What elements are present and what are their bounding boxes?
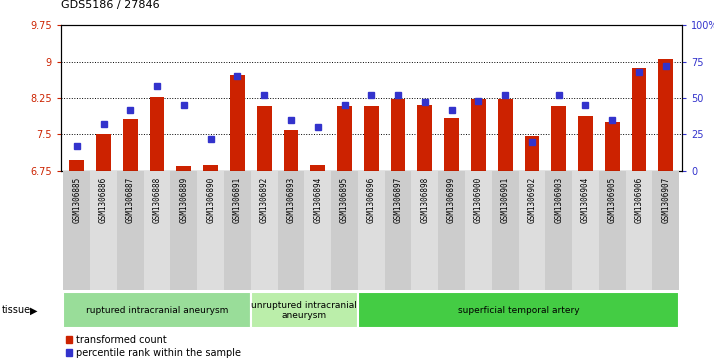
FancyBboxPatch shape xyxy=(438,171,465,290)
Text: GSM1306895: GSM1306895 xyxy=(340,176,349,223)
Bar xyxy=(203,165,218,171)
Text: GSM1306890: GSM1306890 xyxy=(206,176,215,223)
FancyBboxPatch shape xyxy=(599,171,625,290)
FancyBboxPatch shape xyxy=(385,171,411,290)
Legend: transformed count, percentile rank within the sample: transformed count, percentile rank withi… xyxy=(66,335,241,358)
Bar xyxy=(471,99,486,171)
FancyBboxPatch shape xyxy=(411,171,438,290)
Text: GSM1306892: GSM1306892 xyxy=(260,176,268,223)
Text: superficial temporal artery: superficial temporal artery xyxy=(458,306,579,315)
FancyBboxPatch shape xyxy=(251,171,278,290)
Text: GSM1306899: GSM1306899 xyxy=(447,176,456,223)
FancyBboxPatch shape xyxy=(358,171,385,290)
Text: GSM1306898: GSM1306898 xyxy=(421,176,429,223)
FancyBboxPatch shape xyxy=(304,171,331,290)
Bar xyxy=(230,75,245,171)
Bar xyxy=(498,99,513,171)
Text: GSM1306906: GSM1306906 xyxy=(635,176,643,223)
Text: GSM1306901: GSM1306901 xyxy=(501,176,510,223)
FancyBboxPatch shape xyxy=(465,171,492,290)
FancyBboxPatch shape xyxy=(518,171,545,290)
Text: GSM1306903: GSM1306903 xyxy=(554,176,563,223)
Bar xyxy=(150,97,164,171)
Text: GSM1306889: GSM1306889 xyxy=(179,176,188,223)
FancyBboxPatch shape xyxy=(251,293,358,328)
Bar xyxy=(176,166,191,171)
FancyBboxPatch shape xyxy=(625,171,653,290)
Bar xyxy=(311,165,325,171)
FancyBboxPatch shape xyxy=(545,171,572,290)
Text: ▶: ▶ xyxy=(30,305,38,315)
Bar xyxy=(69,160,84,171)
Bar xyxy=(658,59,673,171)
Bar xyxy=(364,106,378,171)
Text: GSM1306887: GSM1306887 xyxy=(126,176,135,223)
Bar xyxy=(257,106,271,171)
FancyBboxPatch shape xyxy=(64,293,251,328)
Text: GSM1306888: GSM1306888 xyxy=(153,176,161,223)
Text: GSM1306894: GSM1306894 xyxy=(313,176,322,223)
Text: tissue: tissue xyxy=(1,305,31,315)
Bar xyxy=(578,116,593,171)
Text: GSM1306902: GSM1306902 xyxy=(528,176,536,223)
FancyBboxPatch shape xyxy=(197,171,224,290)
Bar xyxy=(391,99,406,171)
Text: GSM1306900: GSM1306900 xyxy=(474,176,483,223)
FancyBboxPatch shape xyxy=(144,171,171,290)
FancyBboxPatch shape xyxy=(492,171,518,290)
Text: GSM1306904: GSM1306904 xyxy=(581,176,590,223)
Bar xyxy=(551,106,566,171)
Bar xyxy=(337,106,352,171)
Text: GSM1306885: GSM1306885 xyxy=(72,176,81,223)
FancyBboxPatch shape xyxy=(572,171,599,290)
Text: GSM1306907: GSM1306907 xyxy=(661,176,670,223)
Bar xyxy=(605,122,620,171)
FancyBboxPatch shape xyxy=(653,171,679,290)
Bar xyxy=(96,134,111,171)
FancyBboxPatch shape xyxy=(331,171,358,290)
Text: GDS5186 / 27846: GDS5186 / 27846 xyxy=(61,0,159,10)
FancyBboxPatch shape xyxy=(224,171,251,290)
Bar xyxy=(525,136,539,171)
Bar xyxy=(418,105,432,171)
Bar xyxy=(123,119,138,171)
Text: ruptured intracranial aneurysm: ruptured intracranial aneurysm xyxy=(86,306,228,315)
FancyBboxPatch shape xyxy=(64,171,90,290)
Text: GSM1306896: GSM1306896 xyxy=(367,176,376,223)
FancyBboxPatch shape xyxy=(278,171,304,290)
Text: unruptured intracranial
aneurysm: unruptured intracranial aneurysm xyxy=(251,301,357,320)
FancyBboxPatch shape xyxy=(358,293,679,328)
Text: GSM1306886: GSM1306886 xyxy=(99,176,108,223)
FancyBboxPatch shape xyxy=(90,171,117,290)
Bar xyxy=(632,68,646,171)
Text: GSM1306897: GSM1306897 xyxy=(393,176,403,223)
FancyBboxPatch shape xyxy=(117,171,144,290)
Text: GSM1306905: GSM1306905 xyxy=(608,176,617,223)
Text: GSM1306893: GSM1306893 xyxy=(286,176,296,223)
Bar xyxy=(444,118,459,171)
Text: GSM1306891: GSM1306891 xyxy=(233,176,242,223)
FancyBboxPatch shape xyxy=(171,171,197,290)
Bar xyxy=(283,130,298,171)
